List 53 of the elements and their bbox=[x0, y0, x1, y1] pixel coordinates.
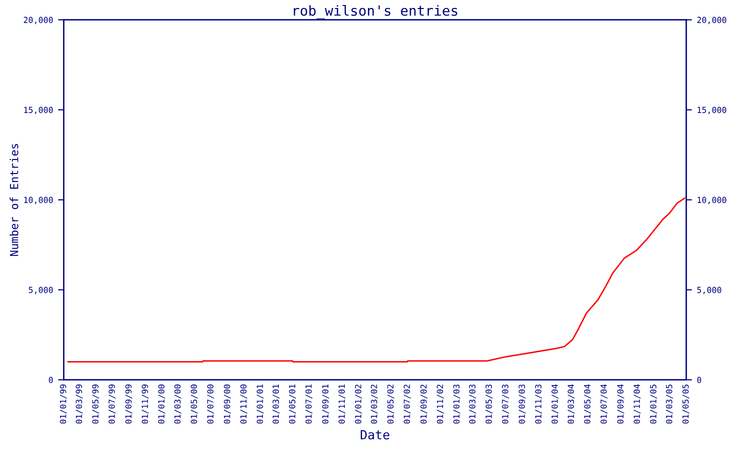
x-tick-label: 01/07/01 bbox=[305, 384, 312, 424]
x-tick-label: 01/03/02 bbox=[370, 384, 378, 424]
y2-tick-label: 15,000 bbox=[698, 106, 726, 114]
line-series bbox=[67, 197, 686, 362]
y-tick-label: 20,000 bbox=[24, 16, 53, 24]
chart-title: rob_wilson's entries bbox=[294, 5, 458, 19]
x-tick-label: 01/01/03 bbox=[453, 384, 460, 424]
x-tick-label: 01/09/04 bbox=[617, 384, 624, 424]
y-axis-title: Number of Entries bbox=[10, 144, 18, 256]
x-tick-label: 01/01/02 bbox=[354, 384, 362, 424]
x-tick-label: 01/11/01 bbox=[338, 384, 346, 424]
x-tick-label: 01/03/00 bbox=[174, 384, 182, 424]
y-tick-label: 0 bbox=[48, 376, 53, 384]
y-tick-label: 5,000 bbox=[28, 286, 53, 294]
x-tick-label: 01/01/99 bbox=[60, 384, 67, 424]
x-tick-label: 01/05/01 bbox=[289, 384, 296, 424]
x-tick-label: 01/07/02 bbox=[404, 384, 411, 424]
x-tick-label: 01/01/00 bbox=[158, 384, 166, 424]
x-tick-label: 01/01/05 bbox=[650, 384, 658, 424]
x-tick-label: 01/07/99 bbox=[108, 384, 116, 424]
x-tick-label: 01/01/04 bbox=[552, 384, 558, 424]
x-tick-label: 01/11/04 bbox=[634, 384, 641, 424]
x-tick-label: 01/07/00 bbox=[207, 384, 214, 424]
x-tick-label: 01/07/04 bbox=[600, 384, 608, 424]
x-tick-label: 01/03/99 bbox=[76, 384, 83, 424]
y-tick-label: 15,000 bbox=[24, 106, 53, 114]
x-tick-label: 01/03/04 bbox=[568, 384, 575, 424]
x-tick-label: 01/09/00 bbox=[224, 384, 231, 424]
y2-tick-label: 5,000 bbox=[697, 286, 722, 294]
x-tick-label: 01/03/03 bbox=[469, 384, 476, 424]
x-tick-label: 01/11/03 bbox=[535, 384, 542, 424]
y2-tick-label: 20,000 bbox=[697, 16, 726, 24]
x-tick-label: 01/03/05 bbox=[666, 384, 673, 424]
y2-tick-label: 10,000 bbox=[698, 196, 726, 204]
y-tick-label: 10,000 bbox=[24, 196, 53, 204]
x-tick-label: 01/11/00 bbox=[240, 384, 248, 424]
x-tick-label: 01/09/99 bbox=[125, 384, 132, 424]
x-tick-label: 01/09/02 bbox=[420, 384, 428, 424]
x-axis-title: Date bbox=[360, 430, 390, 440]
x-tick-label: 01/05/02 bbox=[387, 384, 394, 424]
x-tick-label: 01/05/03 bbox=[486, 384, 493, 424]
x-tick-label: 01/03/01 bbox=[272, 384, 280, 424]
x-tick-label: 01/01/01 bbox=[256, 384, 264, 424]
y2-tick-label: 0 bbox=[697, 376, 702, 384]
x-tick-label: 01/11/02 bbox=[436, 384, 444, 424]
x-tick-label: 01/05/05 bbox=[682, 384, 690, 424]
x-tick-label: 01/11/99 bbox=[142, 384, 149, 424]
x-tick-label: 01/07/03 bbox=[502, 384, 509, 424]
x-tick-label: 01/09/03 bbox=[518, 384, 526, 424]
x-tick-label: 01/05/00 bbox=[190, 384, 198, 424]
x-tick-label: 01/05/04 bbox=[584, 384, 592, 424]
x-tick-label: 01/09/01 bbox=[322, 384, 330, 424]
x-tick-label: 01/05/99 bbox=[92, 384, 100, 424]
